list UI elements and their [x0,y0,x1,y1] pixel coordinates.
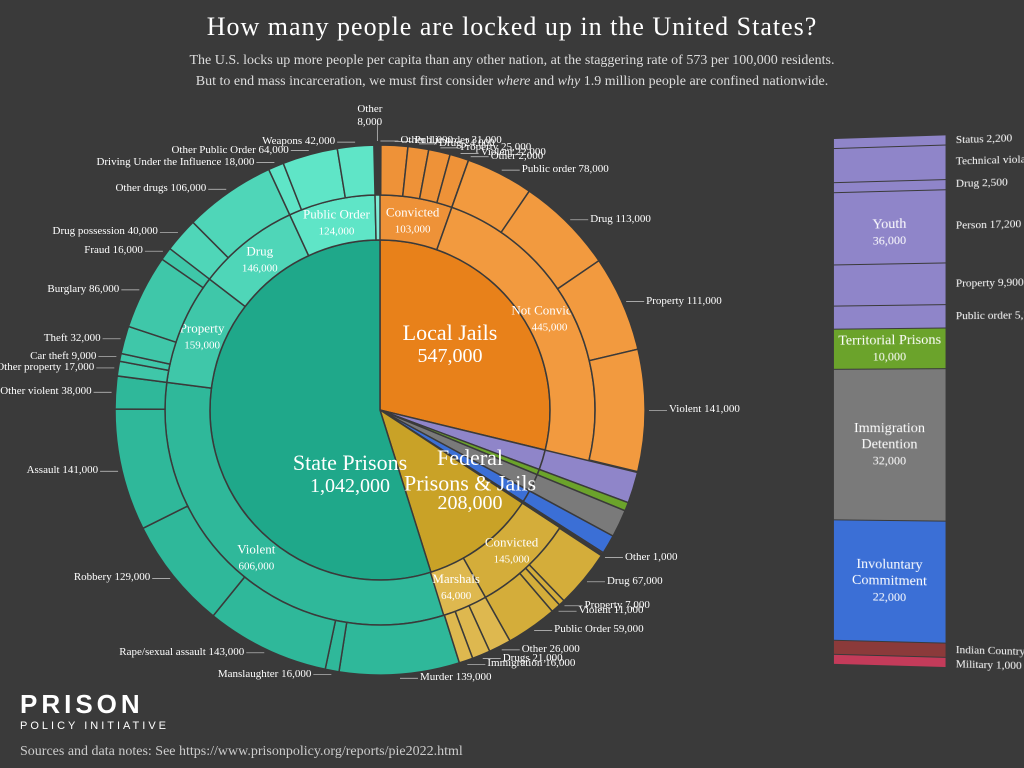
chart-label: Convicted [386,204,440,219]
sidebar-callout: Status 2,200 [956,132,1012,146]
subtitle-line2a: But to end mass incarceration, we must f… [196,74,497,89]
callout: Theft 32,000 [44,332,101,345]
pie-chart-area: Violent 606,000 Property 159,000 Drug 146,000… [0,110,770,710]
subtitle-line1: The U.S. locks up more people per capita… [190,53,835,68]
logo-big: PRISON [20,689,169,720]
page-title: How many people are locked up in the Uni… [0,0,1024,42]
sidebar-seg-label: Youth [872,217,906,234]
callout: Other violent 38,000 [0,385,91,398]
chart-label: Drug [246,244,273,259]
callout: Other 1,000 [625,551,678,564]
callout: Other property 17,000 [0,361,94,374]
callout: Assault 141,000 [27,464,99,477]
callout: Other 2,000 [491,150,544,163]
chart-label: 208,000 [438,492,503,514]
chart-label: 606,000 [238,561,274,573]
chart-label: State Prisons [293,450,407,475]
chart-label: 1,042,000 [310,475,390,497]
sidebar-callout: Property 9,900 [956,276,1024,289]
sidebar-seg-label: ImmigrationDetention [854,421,925,453]
callout: Fraud 16,000 [84,244,143,257]
chart-label: 124,000 [319,225,355,237]
callout: Drug possession 40,000 [53,225,158,238]
callout: Car theft 9,000 [30,350,96,363]
chart-label: 146,000 [242,263,278,275]
chart-label: 547,000 [418,345,483,367]
sidebar-segment: Youth36,000 [834,135,946,329]
chart-label: Convicted [485,535,539,550]
chart-label: Local Jails [403,320,498,345]
chart-label: 159,000 [184,339,220,351]
callout: Robbery 129,000 [74,571,150,584]
callout: Immigration 16,000 [487,657,575,670]
callout: Drug 113,000 [590,213,651,226]
subtitle-line2b: and [530,74,557,89]
subtitle: The U.S. locks up more people per capita… [0,42,1024,92]
sidebar-seg-value: 36,000 [873,233,906,249]
callout: Violent 11,000 [579,604,644,617]
pie-slice [589,349,645,471]
source-note: Sources and data notes: See https://www.… [20,744,463,760]
callout: Weapons 42,000 [262,135,335,148]
callout: Burglary 86,000 [47,283,119,296]
subtitle-em2: why [558,74,581,89]
callout: Public Order 59,000 [554,623,644,636]
chart-label: Public Order [303,206,370,221]
callout: Manslaughter 16,000 [218,668,311,681]
sidebar-segment: ImmigrationDetention32,000 [834,369,946,521]
callout: Violent 141,000 [669,403,740,416]
callout: Property 111,000 [646,295,722,308]
subtitle-em1: where [497,74,531,89]
chart-label: Marshals [432,571,480,586]
sidebar-chart: Youth36,000Status 2,200Technical violati… [804,133,1008,706]
sidebar-callout: Public order 5,700 [956,309,1024,322]
callout: Drug 67,000 [607,575,663,588]
sidebar-seg-label: InvoluntaryCommitment [852,557,927,591]
callout: Other drugs 106,000 [115,182,206,195]
chart-label: 64,000 [441,590,472,602]
subtitle-line2c: 1.9 million people are confined nationwi… [580,74,828,89]
chart-label: 103,000 [395,223,431,235]
chart-label: 145,000 [494,554,530,566]
pie-svg: Violent 606,000 Property 159,000 Drug 146,000… [0,110,770,710]
sidebar-seg-value: 32,000 [873,453,906,468]
logo-small: POLICY INITIATIVE [20,720,169,732]
sidebar-seg-value: 22,000 [873,589,906,605]
chart-label: Property [180,320,225,335]
sidebar-callout: Indian Country 2,000 [956,644,1024,659]
sidebar-callout: Technical violations 8,100 [956,152,1024,168]
sidebar-callout: Drug 2,500 [956,176,1008,190]
callout: Murder 139,000 [420,671,492,684]
sidebar-callout: Person 17,200 [956,218,1021,232]
chart-label: 445,000 [532,322,568,334]
sidebar-segment: InvoluntaryCommitment22,000 [834,520,946,643]
callout: Rape/sexual assault 143,000 [119,646,244,659]
sidebar-seg-value: 10,000 [873,349,906,364]
sidebar-segment [834,655,946,668]
sidebar-seg-label: Territorial Prisons [838,333,941,350]
sidebar-callout: Military 1,000 [956,658,1022,672]
logo: PRISON POLICY INITIATIVE [20,689,169,732]
sidebar-segment: Territorial Prisons10,000 [834,329,946,370]
pie-slice [339,615,459,675]
callout: Public order 78,000 [522,163,609,176]
callout: Other8,000 [357,103,382,129]
callout: Driving Under the Influence 18,000 [96,156,254,169]
chart-label: Violent [237,542,276,557]
